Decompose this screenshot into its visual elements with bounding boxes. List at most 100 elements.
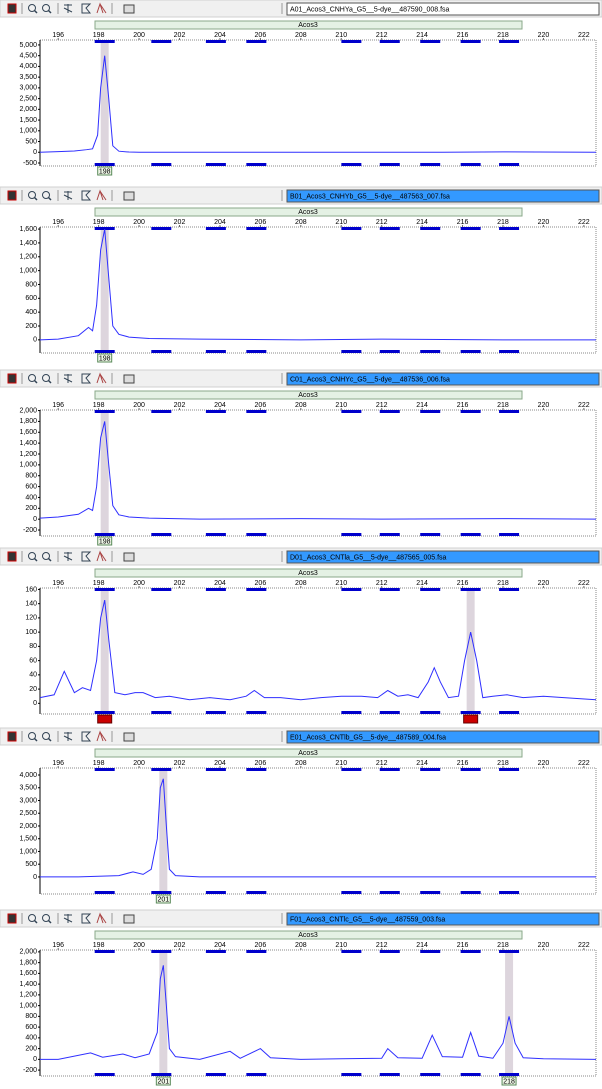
y-tick-label: 4,000: [19, 63, 37, 70]
y-tick-label: 3,000: [19, 797, 37, 804]
zoom-handle: [33, 9, 38, 14]
panel-icon[interactable]: [7, 731, 17, 742]
print-button[interactable]: [123, 4, 135, 14]
zoom-button[interactable]: [28, 552, 36, 560]
allele-band: [100, 227, 109, 353]
tool-button[interactable]: [63, 552, 73, 561]
tool-button[interactable]: [96, 912, 107, 924]
tool-button[interactable]: [81, 373, 92, 384]
zoom-button[interactable]: [28, 4, 36, 12]
x-tick-label: 218: [497, 32, 509, 39]
bin-bottom: [341, 711, 362, 714]
tool-button[interactable]: [63, 732, 73, 741]
bin-top: [379, 588, 400, 591]
tool-button[interactable]: [81, 3, 92, 14]
y-tick-label: 800: [25, 473, 37, 480]
allele-label: 198: [99, 168, 111, 175]
allele-band: [100, 410, 109, 536]
tool-button[interactable]: [81, 551, 92, 562]
zoom-button[interactable]: [28, 914, 36, 922]
x-tick-label: 208: [295, 219, 307, 226]
x-tick-label: 202: [174, 32, 186, 39]
x-tick-label: 208: [295, 580, 307, 587]
trace-panel: E01_Acos3_CNTlb_G5__5-dye__487589_004.fs…: [0, 727, 602, 904]
tool-button[interactable]: [96, 2, 107, 14]
print-button[interactable]: [123, 914, 135, 924]
y-tick-label: 1,000: [19, 462, 37, 469]
y-tick-label: 3,500: [19, 74, 37, 81]
file-name-box: [286, 372, 600, 386]
tool-button[interactable]: [63, 914, 73, 923]
bin-top: [94, 227, 115, 230]
tool-button[interactable]: [81, 913, 92, 924]
panel-icon[interactable]: [7, 551, 17, 562]
y-tick-label: 1,000: [19, 1002, 37, 1009]
bin-bottom: [341, 1073, 362, 1076]
bin-bottom: [151, 533, 172, 536]
zoom-button[interactable]: [42, 374, 50, 382]
zoom-button[interactable]: [42, 732, 50, 740]
zoom-button[interactable]: [28, 374, 36, 382]
bin-top: [379, 768, 400, 771]
marker-bar: [94, 207, 523, 217]
allele-label: 201: [157, 896, 169, 903]
bin-bottom: [205, 163, 226, 166]
zoom-button[interactable]: [42, 552, 50, 560]
print-button[interactable]: [123, 732, 135, 742]
tool-button[interactable]: [63, 4, 73, 13]
y-tick-label: 200: [25, 505, 37, 512]
trace-line: [39, 228, 596, 341]
bin-bottom: [246, 711, 267, 714]
y-tick-label: 600: [25, 483, 37, 490]
y-tick-label: 1,600: [19, 226, 37, 233]
print-button[interactable]: [123, 552, 135, 562]
bin-bottom: [420, 533, 441, 536]
panel-icon[interactable]: [7, 190, 17, 201]
tool-button[interactable]: [96, 372, 107, 384]
marker-name: Acos3: [298, 570, 318, 577]
zoom-button[interactable]: [42, 4, 50, 12]
tool-button[interactable]: [81, 190, 92, 201]
y-tick-label: 400: [25, 1035, 37, 1042]
bin-bottom: [379, 350, 400, 353]
bin-top: [499, 410, 520, 413]
x-tick-label: 220: [538, 942, 550, 949]
y-tick-label: 1,500: [19, 836, 37, 843]
panel-icon[interactable]: [7, 913, 17, 924]
panel-icon[interactable]: [7, 373, 17, 384]
y-tick-label: 0: [33, 516, 37, 523]
x-tick-label: 196: [52, 402, 64, 409]
y-tick-label: 200: [25, 1045, 37, 1052]
bin-bottom: [94, 533, 115, 536]
print-button[interactable]: [123, 191, 135, 201]
tool-button[interactable]: [96, 189, 107, 201]
x-tick-label: 198: [93, 580, 105, 587]
zoom-button[interactable]: [28, 191, 36, 199]
bin-top: [379, 40, 400, 43]
tool-button[interactable]: [96, 730, 107, 742]
y-tick-label: 4,000: [19, 772, 37, 779]
bin-bottom: [246, 350, 267, 353]
panel-icon[interactable]: [7, 3, 17, 14]
trace-line: [39, 421, 597, 520]
file-name-box: [286, 912, 600, 926]
bin-top: [94, 768, 115, 771]
zoom-button[interactable]: [42, 191, 50, 199]
y-tick-label: 80: [29, 643, 37, 650]
tool-button[interactable]: [63, 191, 73, 200]
zoom-button[interactable]: [28, 732, 36, 740]
bin-bottom: [94, 163, 115, 166]
tool-button[interactable]: [96, 550, 107, 562]
bin-bottom: [379, 163, 400, 166]
tool-button[interactable]: [81, 731, 92, 742]
bin-bottom: [460, 533, 481, 536]
x-tick-label: 200: [133, 402, 145, 409]
tool-button[interactable]: [63, 374, 73, 383]
bin-bottom: [205, 1073, 226, 1076]
bin-top: [151, 950, 172, 953]
bin-top: [460, 227, 481, 230]
zoom-button[interactable]: [42, 914, 50, 922]
bin-top: [246, 768, 267, 771]
print-button[interactable]: [123, 374, 135, 384]
bin-bottom: [460, 350, 481, 353]
